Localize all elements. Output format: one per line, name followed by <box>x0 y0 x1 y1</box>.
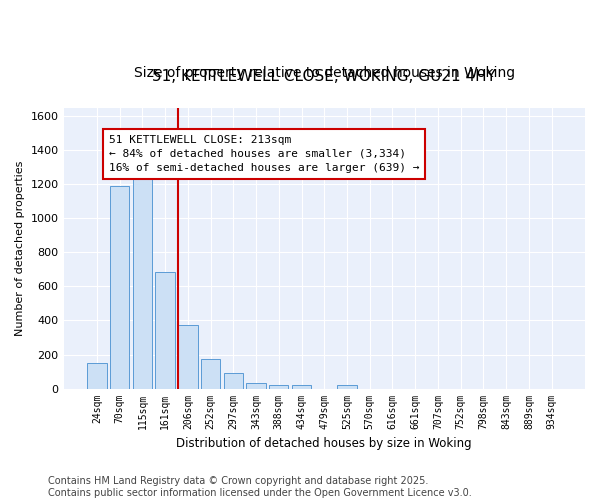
Text: Contains HM Land Registry data © Crown copyright and database right 2025.
Contai: Contains HM Land Registry data © Crown c… <box>48 476 472 498</box>
Text: 51, KETTLEWELL CLOSE, WOKING, GU21 4HY: 51, KETTLEWELL CLOSE, WOKING, GU21 4HY <box>152 69 496 84</box>
Bar <box>247 382 266 388</box>
Bar <box>110 186 130 388</box>
Bar <box>178 324 197 388</box>
Bar <box>133 174 152 388</box>
X-axis label: Distribution of detached houses by size in Woking: Distribution of detached houses by size … <box>176 437 472 450</box>
Bar <box>201 359 220 388</box>
Bar <box>292 386 311 388</box>
Bar <box>87 363 107 388</box>
Bar <box>337 386 356 388</box>
Bar <box>269 385 289 388</box>
Text: 51 KETTLEWELL CLOSE: 213sqm
← 84% of detached houses are smaller (3,334)
16% of : 51 KETTLEWELL CLOSE: 213sqm ← 84% of det… <box>109 135 419 173</box>
Bar <box>155 272 175 388</box>
Title: Size of property relative to detached houses in Woking: Size of property relative to detached ho… <box>134 66 515 80</box>
Y-axis label: Number of detached properties: Number of detached properties <box>15 160 25 336</box>
Bar <box>224 373 243 388</box>
